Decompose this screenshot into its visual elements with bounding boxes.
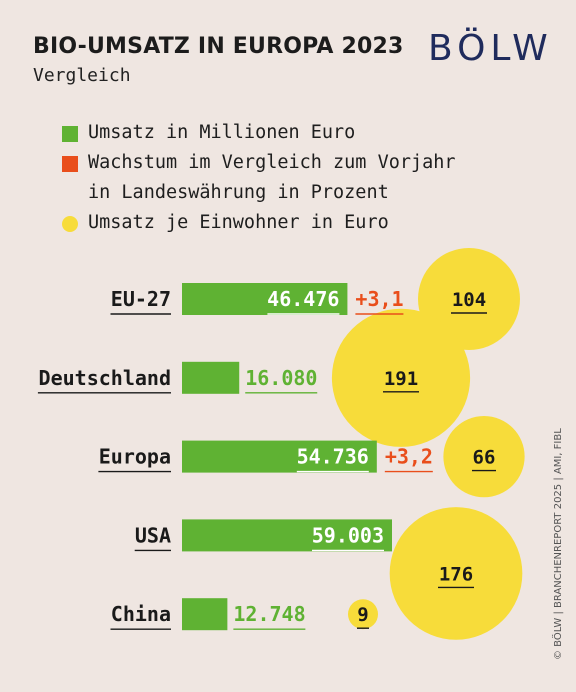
category-label-deutschland: Deutschland — [39, 366, 171, 390]
category-label-europa: Europa — [99, 445, 171, 469]
bubble-usa — [389, 507, 523, 640]
bar-eu-27 — [182, 283, 348, 315]
legend-label-wachstum-line1: Wachstum im Vergleich zum Vorjahr — [88, 152, 456, 173]
category-label-eu-27: EU-27 — [111, 287, 171, 311]
bar-usa — [182, 519, 392, 552]
legend-swatch-umsatz — [62, 126, 78, 142]
legend-label-umsatz: Umsatz in Millionen Euro — [88, 122, 356, 143]
legend-swatch-wachstum — [62, 156, 78, 172]
bubble-china — [348, 599, 378, 630]
bubble-label-eu-27: 104 — [452, 289, 486, 311]
bar-value-china: 12.748 — [233, 602, 305, 626]
category-label-usa: USA — [135, 523, 171, 547]
bar-value-eu-27: 46.476 — [267, 287, 339, 311]
bar-europa — [182, 440, 377, 473]
legend-label-wachstum-line2: in Landeswährung in Prozent — [88, 182, 389, 203]
bubble-deutschland — [331, 308, 471, 447]
growth-value-eu-27: +3,1 — [355, 287, 403, 311]
chart-title: BIO-UMSATZ IN EUROPA 2023 — [33, 34, 404, 59]
bubble-label-usa: 176 — [439, 563, 473, 585]
bar-value-usa: 59.003 — [312, 523, 384, 547]
bar-value-europa: 54.736 — [297, 445, 369, 469]
growth-value-europa: +3,2 — [385, 445, 433, 469]
bolw-logo: BÖLW — [428, 28, 553, 69]
bubble-europa — [443, 415, 525, 498]
legend-dot-einwohner — [62, 216, 78, 232]
category-label-china: China — [111, 602, 171, 626]
legend-label-einwohner: Umsatz je Einwohner in Euro — [88, 212, 389, 233]
bar-china — [182, 598, 228, 631]
credit-line: © BÖLW | BRANCHENREPORT 2025 | AMI, FIBL — [553, 428, 564, 660]
bubble-label-deutschland: 191 — [384, 368, 418, 390]
bar-value-deutschland: 16.080 — [245, 366, 317, 390]
bubble-label-europa: 66 — [473, 447, 496, 469]
chart-subtitle: Vergleich — [33, 65, 131, 86]
bar-deutschland — [182, 361, 240, 394]
bubble-label-china: 9 — [357, 604, 368, 626]
